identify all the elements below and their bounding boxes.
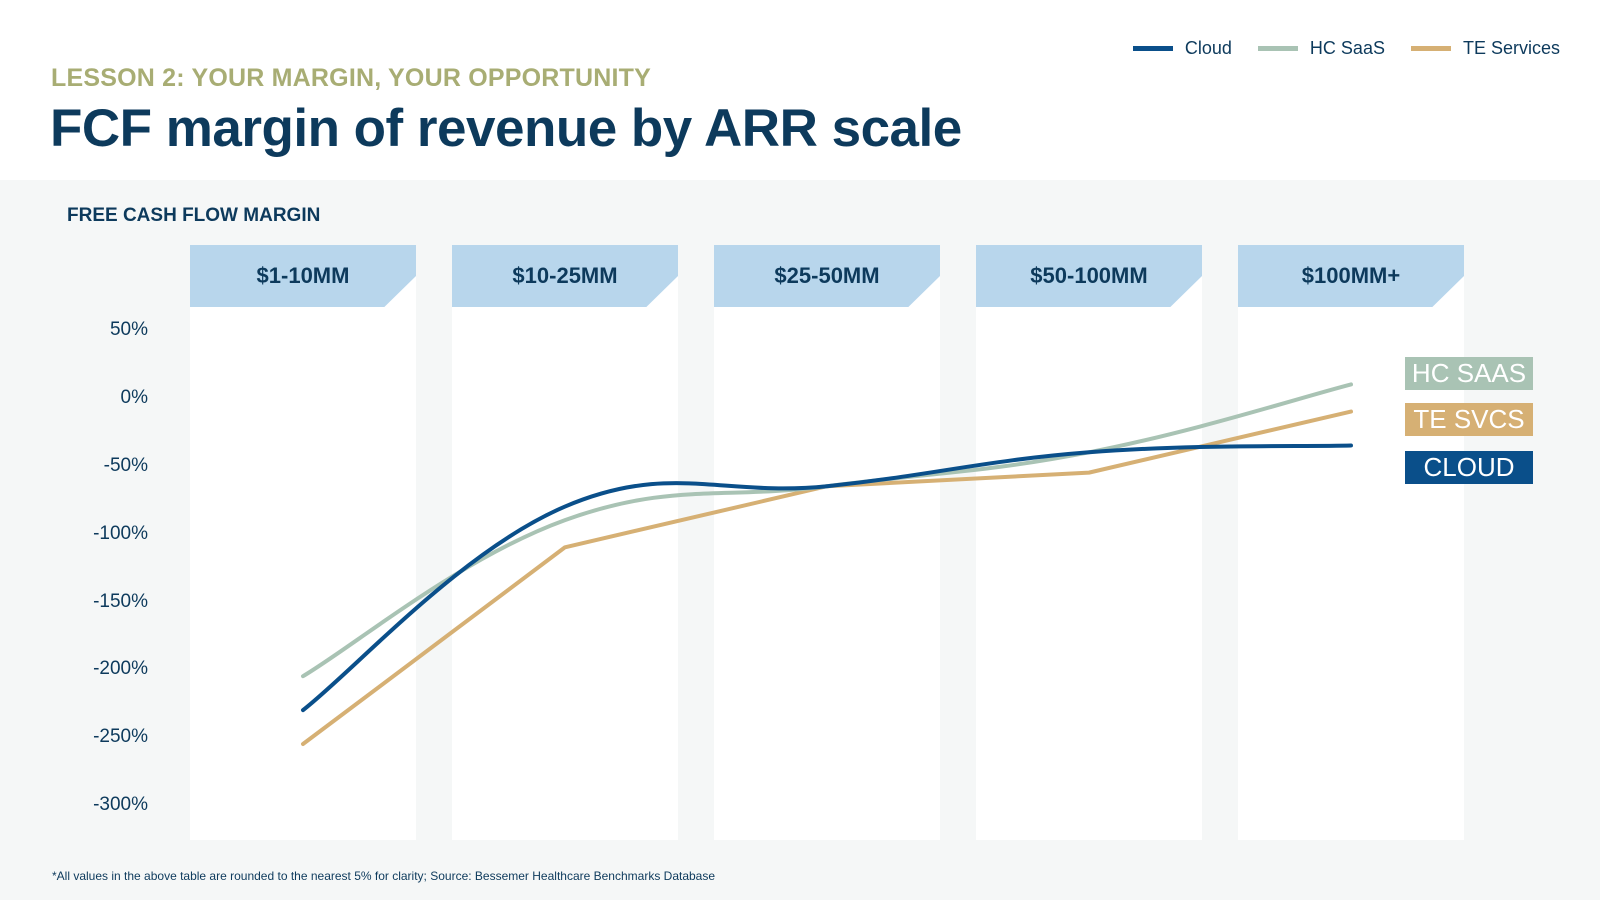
- end-label-hc-saas: HC SAAS: [1405, 357, 1533, 390]
- legend-item-te-services: TE Services: [1410, 38, 1560, 59]
- legend-swatch-cloud: [1132, 46, 1173, 51]
- chart-legend: Cloud HC SaaS TE Services: [1132, 38, 1560, 59]
- header: LESSON 2: YOUR MARGIN, YOUR OPPORTUNITY …: [0, 0, 1600, 180]
- y-tick-label: 0%: [120, 387, 148, 408]
- lesson-eyebrow: LESSON 2: YOUR MARGIN, YOUR OPPORTUNITY: [51, 64, 651, 92]
- category-column: [452, 245, 678, 840]
- y-tick-label: -250%: [93, 726, 148, 748]
- category-header: $100MM+: [1238, 245, 1464, 307]
- y-tick-label: -50%: [103, 454, 148, 476]
- end-label-cloud: CLOUD: [1405, 451, 1533, 484]
- legend-label: HC SaaS: [1309, 38, 1385, 58]
- y-tick-label: 50%: [109, 319, 148, 341]
- y-tick-label: -150%: [93, 590, 148, 612]
- category-column: [976, 245, 1202, 840]
- y-tick-label: -300%: [93, 794, 148, 816]
- legend-item-hc-saas: HC SaaS: [1257, 38, 1385, 59]
- legend-label: Cloud: [1184, 38, 1232, 58]
- category-header: $25-50MM: [714, 245, 940, 307]
- category-column: [714, 245, 940, 840]
- y-tick-label: -100%: [93, 522, 148, 544]
- category-column: [1238, 245, 1464, 840]
- y-axis-title: FREE CASH FLOW MARGIN: [67, 205, 321, 226]
- legend-label: TE Services: [1462, 38, 1560, 58]
- y-tick-label: -200%: [93, 658, 148, 680]
- category-header: $1-10MM: [190, 245, 416, 307]
- end-label-te-svcs: TE SVCS: [1405, 403, 1533, 436]
- page-title: FCF margin of revenue by ARR scale: [50, 99, 962, 158]
- legend-item-cloud: Cloud: [1132, 38, 1232, 59]
- legend-swatch-hc-saas: [1257, 46, 1298, 51]
- legend-swatch-te-services: [1410, 46, 1451, 51]
- category-column: [190, 245, 416, 840]
- category-header: $10-25MM: [452, 245, 678, 307]
- footnote: *All values in the above table are round…: [52, 869, 716, 883]
- category-header: $50-100MM: [976, 245, 1202, 307]
